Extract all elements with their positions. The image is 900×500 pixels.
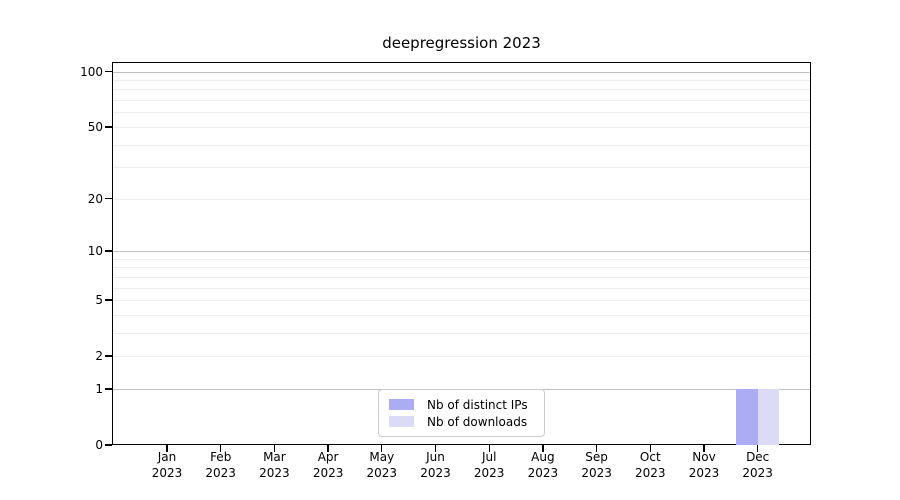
x-axis-tick-label: Aug 2023 — [527, 450, 559, 480]
legend-swatch — [389, 416, 414, 427]
x-axis-tick — [757, 445, 759, 452]
y-axis-tick-label: 2 — [95, 349, 103, 364]
x-axis-tick-label: Jan 2023 — [151, 450, 183, 480]
x-axis-tick-label: Jun 2023 — [420, 450, 451, 480]
legend-entry: Nb of distinct IPs — [389, 398, 534, 412]
bar-downloads — [757, 388, 780, 445]
x-axis-tick — [488, 445, 490, 452]
bar-distinct-ips — [736, 388, 758, 445]
y-axis-tick-label: 10 — [87, 243, 103, 258]
y-axis-tick — [105, 444, 112, 446]
y-axis-tick — [105, 198, 112, 200]
y-axis-tick-label: 1 — [95, 381, 103, 396]
major-gridline — [113, 250, 810, 252]
x-axis-tick-label: Dec 2023 — [742, 450, 773, 480]
y-axis-tick — [105, 355, 112, 357]
x-axis-tick — [220, 445, 222, 452]
x-axis-tick-label: Nov 2023 — [688, 450, 720, 480]
minor-gridline — [113, 258, 810, 260]
x-axis-tick — [434, 445, 437, 452]
x-axis-tick-label: May 2023 — [366, 450, 398, 480]
legend-swatch — [389, 399, 414, 410]
x-axis-tick-label: Apr 2023 — [312, 450, 344, 480]
major-gridline — [113, 71, 810, 73]
legend: Nb of distinct IPs Nb of downloads — [378, 389, 545, 437]
minor-gridline — [113, 167, 810, 169]
minor-gridline — [113, 112, 810, 114]
x-axis-tick — [327, 445, 329, 452]
y-axis-tick — [105, 250, 112, 252]
y-axis-tick-label: 5 — [95, 293, 103, 308]
legend-label: Nb of downloads — [427, 414, 528, 429]
legend-label: Nb of distinct IPs — [427, 397, 528, 412]
minor-gridline — [113, 332, 810, 334]
minor-gridline — [113, 144, 810, 146]
minor-gridline — [113, 89, 810, 91]
x-axis-tick — [595, 445, 598, 452]
minor-gridline — [113, 356, 810, 358]
x-axis-tick — [166, 445, 168, 452]
minor-gridline — [113, 287, 810, 289]
minor-gridline — [113, 276, 810, 278]
x-axis-tick-label: Sep 2023 — [581, 450, 612, 480]
y-axis-tick — [105, 299, 112, 301]
legend-entry: Nb of downloads — [389, 415, 534, 429]
minor-gridline — [113, 126, 810, 128]
plot-area — [112, 62, 811, 445]
y-axis-tick — [105, 126, 112, 128]
minor-gridline — [113, 314, 810, 316]
minor-gridline — [113, 198, 810, 200]
minor-gridline — [113, 267, 810, 269]
x-axis-tick — [273, 445, 276, 452]
x-axis-tick — [542, 445, 544, 452]
x-axis-tick — [381, 445, 383, 452]
minor-gridline — [113, 300, 810, 302]
x-axis-tick-label: Feb 2023 — [205, 450, 236, 480]
y-axis-tick-label: 20 — [87, 191, 103, 206]
y-axis-tick-label: 0 — [95, 438, 103, 452]
y-axis-tick-label: 50 — [87, 119, 103, 134]
chart-title: deepregression 2023 — [382, 34, 541, 52]
x-axis-tick-label: Oct 2023 — [635, 450, 666, 480]
minor-gridline — [113, 100, 810, 102]
y-axis-tick — [105, 70, 112, 73]
x-axis-tick — [649, 445, 651, 452]
y-axis-tick-label: 100 — [80, 64, 103, 79]
x-axis-tick-label: Mar 2023 — [259, 450, 290, 480]
x-axis-tick — [703, 445, 705, 452]
x-axis-tick-label: Jul 2023 — [473, 450, 505, 480]
y-axis-tick — [105, 388, 112, 390]
minor-gridline — [113, 80, 810, 82]
